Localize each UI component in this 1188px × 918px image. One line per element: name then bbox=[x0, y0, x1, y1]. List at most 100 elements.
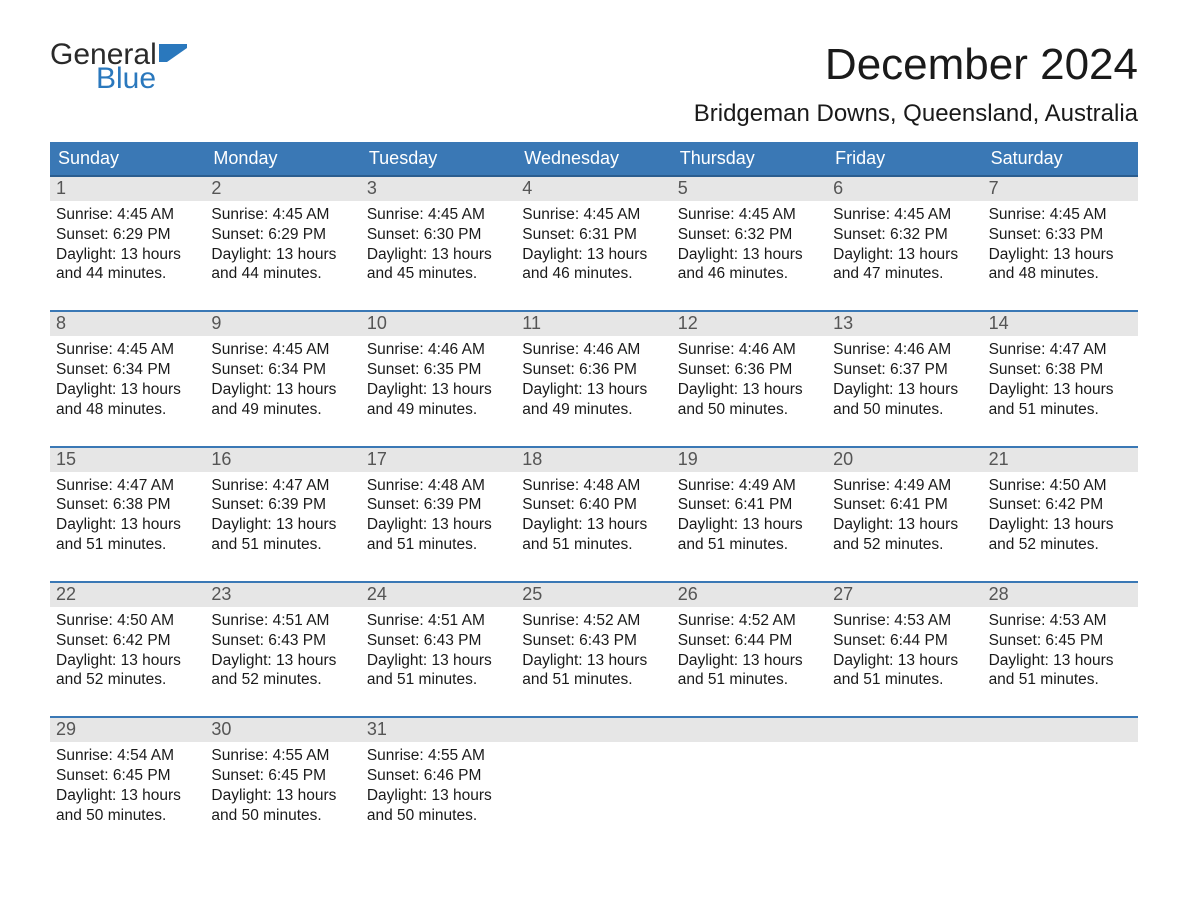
day-info: Sunrise: 4:51 AMSunset: 6:43 PMDaylight:… bbox=[361, 607, 516, 690]
day-info: Sunrise: 4:45 AMSunset: 6:32 PMDaylight:… bbox=[672, 201, 827, 284]
day-info-line: Daylight: 13 hours bbox=[367, 515, 510, 535]
day-info-line: and 52 minutes. bbox=[833, 535, 976, 555]
day-info-line: and 52 minutes. bbox=[56, 670, 199, 690]
day-number: 1 bbox=[56, 178, 66, 198]
weekday-label: Wednesday bbox=[516, 142, 671, 175]
day-info-line: and 51 minutes. bbox=[678, 535, 821, 555]
day-info-line: Sunrise: 4:50 AM bbox=[56, 611, 199, 631]
day-info-line: Sunrise: 4:48 AM bbox=[367, 476, 510, 496]
day-info: Sunrise: 4:46 AMSunset: 6:36 PMDaylight:… bbox=[516, 336, 671, 419]
day-info-line: Sunrise: 4:46 AM bbox=[833, 340, 976, 360]
day-info-line: Daylight: 13 hours bbox=[678, 380, 821, 400]
logo-text-blue: Blue bbox=[96, 64, 187, 94]
day-info-line: Sunset: 6:43 PM bbox=[522, 631, 665, 651]
day-info-line: Sunrise: 4:48 AM bbox=[522, 476, 665, 496]
day-info-line: and 51 minutes. bbox=[56, 535, 199, 555]
day-info: Sunrise: 4:45 AMSunset: 6:30 PMDaylight:… bbox=[361, 201, 516, 284]
day-info-line: and 49 minutes. bbox=[211, 400, 354, 420]
location-subtitle: Bridgeman Downs, Queensland, Australia bbox=[50, 100, 1138, 128]
day-info-line: Daylight: 13 hours bbox=[211, 245, 354, 265]
logo: General Blue bbox=[50, 40, 187, 94]
calendar-day: 2Sunrise: 4:45 AMSunset: 6:29 PMDaylight… bbox=[205, 177, 360, 310]
day-info-line: Sunrise: 4:46 AM bbox=[367, 340, 510, 360]
page-title: December 2024 bbox=[825, 40, 1138, 90]
day-info: Sunrise: 4:45 AMSunset: 6:34 PMDaylight:… bbox=[205, 336, 360, 419]
day-info-line: Sunrise: 4:45 AM bbox=[989, 205, 1132, 225]
day-info-line: Sunset: 6:38 PM bbox=[56, 495, 199, 515]
day-number: 18 bbox=[522, 449, 542, 469]
day-number: 24 bbox=[367, 584, 387, 604]
day-info: Sunrise: 4:45 AMSunset: 6:34 PMDaylight:… bbox=[50, 336, 205, 419]
day-info-line: Sunrise: 4:45 AM bbox=[211, 340, 354, 360]
day-info-line: Daylight: 13 hours bbox=[211, 515, 354, 535]
calendar-week: 8Sunrise: 4:45 AMSunset: 6:34 PMDaylight… bbox=[50, 310, 1138, 445]
day-info-line: Sunrise: 4:53 AM bbox=[989, 611, 1132, 631]
day-info-line: Sunset: 6:35 PM bbox=[367, 360, 510, 380]
day-info-line: Sunset: 6:43 PM bbox=[211, 631, 354, 651]
day-info-line: Daylight: 13 hours bbox=[522, 245, 665, 265]
calendar-day: 16Sunrise: 4:47 AMSunset: 6:39 PMDayligh… bbox=[205, 448, 360, 581]
day-info-line: and 51 minutes. bbox=[367, 535, 510, 555]
day-info-line: Daylight: 13 hours bbox=[367, 380, 510, 400]
day-number: 23 bbox=[211, 584, 231, 604]
calendar-week: 22Sunrise: 4:50 AMSunset: 6:42 PMDayligh… bbox=[50, 581, 1138, 716]
day-info-line: Daylight: 13 hours bbox=[989, 515, 1132, 535]
day-info-line: Daylight: 13 hours bbox=[367, 651, 510, 671]
day-info-line: Daylight: 13 hours bbox=[678, 651, 821, 671]
day-info-line: Daylight: 13 hours bbox=[56, 380, 199, 400]
day-info-line: and 48 minutes. bbox=[56, 400, 199, 420]
day-info-line: Sunset: 6:31 PM bbox=[522, 225, 665, 245]
day-info: Sunrise: 4:49 AMSunset: 6:41 PMDaylight:… bbox=[672, 472, 827, 555]
calendar-day bbox=[983, 718, 1138, 851]
calendar-day: 18Sunrise: 4:48 AMSunset: 6:40 PMDayligh… bbox=[516, 448, 671, 581]
day-info-line: Daylight: 13 hours bbox=[833, 651, 976, 671]
weekday-label: Sunday bbox=[50, 142, 205, 175]
day-info-line: and 49 minutes. bbox=[367, 400, 510, 420]
day-info-line: and 51 minutes. bbox=[522, 535, 665, 555]
day-number: 13 bbox=[833, 313, 853, 333]
day-info-line: Daylight: 13 hours bbox=[56, 515, 199, 535]
day-info-line: and 51 minutes. bbox=[989, 670, 1132, 690]
day-info-line: and 48 minutes. bbox=[989, 264, 1132, 284]
weekday-label: Tuesday bbox=[361, 142, 516, 175]
day-number: 14 bbox=[989, 313, 1009, 333]
day-info-line: and 52 minutes. bbox=[211, 670, 354, 690]
day-info-line: Sunset: 6:43 PM bbox=[367, 631, 510, 651]
day-number: 12 bbox=[678, 313, 698, 333]
day-info: Sunrise: 4:45 AMSunset: 6:33 PMDaylight:… bbox=[983, 201, 1138, 284]
day-info: Sunrise: 4:48 AMSunset: 6:39 PMDaylight:… bbox=[361, 472, 516, 555]
day-info-line: and 50 minutes. bbox=[678, 400, 821, 420]
calendar-week: 29Sunrise: 4:54 AMSunset: 6:45 PMDayligh… bbox=[50, 716, 1138, 851]
day-info-line: Daylight: 13 hours bbox=[678, 245, 821, 265]
day-info-line: Sunset: 6:37 PM bbox=[833, 360, 976, 380]
calendar-day: 4Sunrise: 4:45 AMSunset: 6:31 PMDaylight… bbox=[516, 177, 671, 310]
day-info: Sunrise: 4:47 AMSunset: 6:39 PMDaylight:… bbox=[205, 472, 360, 555]
day-info-line: Sunset: 6:34 PM bbox=[211, 360, 354, 380]
calendar-day: 23 Sunrise: 4:51 AMSunset: 6:43 PMDayligh… bbox=[205, 583, 360, 716]
day-info-line: Daylight: 13 hours bbox=[989, 245, 1132, 265]
day-info-line: Sunrise: 4:55 AM bbox=[211, 746, 354, 766]
day-info: Sunrise: 4:51 AMSunset: 6:43 PMDaylight:… bbox=[205, 607, 360, 690]
day-info: Sunrise: 4:46 AMSunset: 6:35 PMDaylight:… bbox=[361, 336, 516, 419]
calendar-day: 24 Sunrise: 4:51 AMSunset: 6:43 PMDayligh… bbox=[361, 583, 516, 716]
weekday-label: Thursday bbox=[672, 142, 827, 175]
day-info-line: Sunset: 6:32 PM bbox=[678, 225, 821, 245]
day-info: Sunrise: 4:52 AMSunset: 6:43 PMDaylight:… bbox=[516, 607, 671, 690]
day-info-line: Sunrise: 4:46 AM bbox=[522, 340, 665, 360]
day-info: Sunrise: 4:49 AMSunset: 6:41 PMDaylight:… bbox=[827, 472, 982, 555]
day-info-line: Sunset: 6:46 PM bbox=[367, 766, 510, 786]
day-info-line: Daylight: 13 hours bbox=[678, 515, 821, 535]
calendar-day: 13Sunrise: 4:46 AMSunset: 6:37 PMDayligh… bbox=[827, 312, 982, 445]
day-info-line: Sunset: 6:36 PM bbox=[678, 360, 821, 380]
day-number: 31 bbox=[367, 719, 387, 739]
day-number: 22 bbox=[56, 584, 76, 604]
weekday-label: Saturday bbox=[983, 142, 1138, 175]
day-info-line: Daylight: 13 hours bbox=[56, 651, 199, 671]
day-number: 26 bbox=[678, 584, 698, 604]
calendar-day: 29Sunrise: 4:54 AMSunset: 6:45 PMDayligh… bbox=[50, 718, 205, 851]
day-info-line: Sunset: 6:42 PM bbox=[56, 631, 199, 651]
calendar-day: 12Sunrise: 4:46 AMSunset: 6:36 PMDayligh… bbox=[672, 312, 827, 445]
day-number: 9 bbox=[211, 313, 221, 333]
calendar-day: 20Sunrise: 4:49 AMSunset: 6:41 PMDayligh… bbox=[827, 448, 982, 581]
day-number: 29 bbox=[56, 719, 76, 739]
